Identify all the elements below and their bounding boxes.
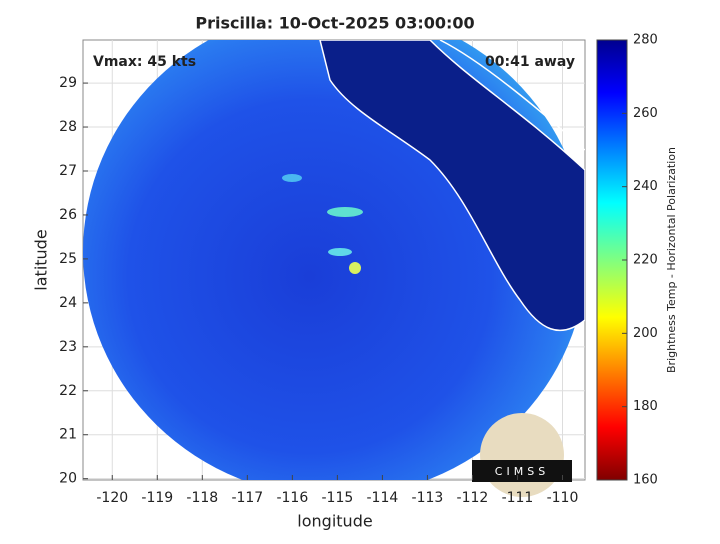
x-tick-label: -120 — [96, 490, 128, 506]
y-axis-label: latitude — [32, 229, 51, 290]
x-axis-label: longitude — [297, 512, 372, 531]
time-annotation: 00:41 away — [485, 54, 575, 70]
y-tick-label: 20 — [59, 471, 77, 487]
y-tick-label: 25 — [59, 251, 77, 267]
colorbar-tick-label: 240 — [633, 179, 658, 194]
x-tick-label: -113 — [412, 490, 444, 506]
y-tick-label: 22 — [59, 383, 77, 399]
x-tick-label: -117 — [231, 490, 263, 506]
colorbar-tick-label: 220 — [633, 253, 658, 268]
y-tick-label: 24 — [59, 295, 77, 311]
y-tick-label: 27 — [59, 163, 77, 179]
y-tick-label: 26 — [59, 207, 77, 223]
colorbar-tick-label: 260 — [633, 106, 658, 121]
colorbar-tick-label: 180 — [633, 399, 658, 414]
x-tick-label: -118 — [186, 490, 218, 506]
y-tick-label: 23 — [59, 339, 77, 355]
title: Priscilla: 10-Oct-2025 03:00:00 — [195, 14, 474, 33]
satellite-image — [83, 40, 585, 480]
y-tick-label: 29 — [59, 75, 77, 91]
logo: CIMSS — [472, 413, 572, 497]
y-tick-label: 28 — [59, 119, 77, 135]
vmax-annotation: Vmax: 45 kts — [93, 54, 196, 70]
y-tick-label: 21 — [59, 427, 77, 443]
x-tick-label: -114 — [367, 490, 399, 506]
x-tick-label: -110 — [547, 490, 579, 506]
x-tick-label: -112 — [457, 490, 489, 506]
x-tick-label: -116 — [276, 490, 308, 506]
x-tick-label: -111 — [502, 490, 534, 506]
logo-text: CIMSS — [495, 465, 549, 478]
x-tick-label: -115 — [321, 490, 353, 506]
colorbar-tick-label: 200 — [633, 326, 658, 341]
colorbar-label: Brightness Temp - Horizontal Polarizatio… — [665, 147, 678, 373]
colorbar-tick-label: 280 — [633, 33, 658, 48]
colorbar-tick-label: 160 — [633, 473, 658, 488]
x-tick-label: -119 — [141, 490, 173, 506]
